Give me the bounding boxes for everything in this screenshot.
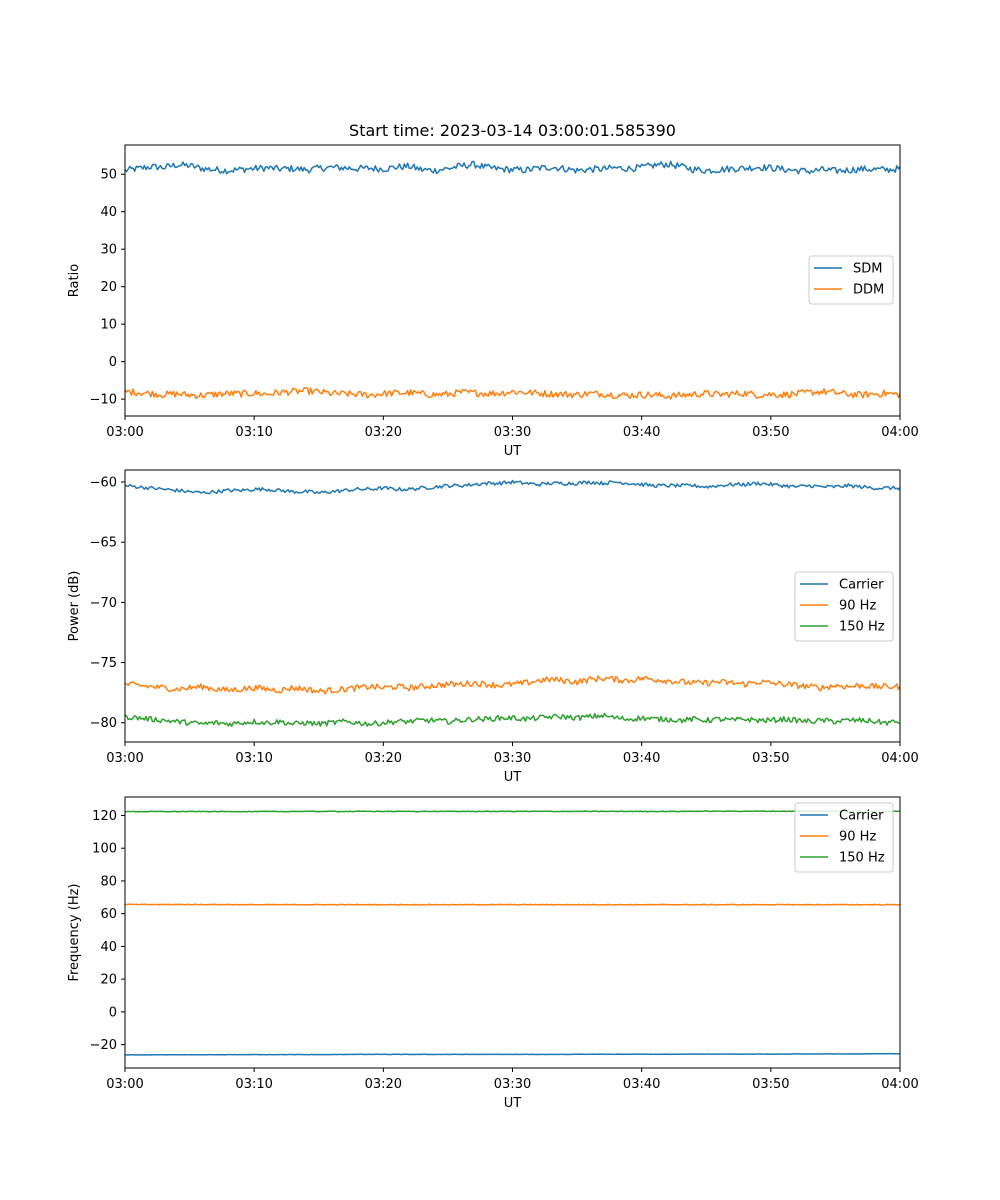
x-tick-label: 03:30 xyxy=(494,1077,531,1092)
series-line-90-hz xyxy=(124,675,901,695)
legend-entry: Carrier xyxy=(839,578,884,593)
series-line-carrier xyxy=(124,1052,900,1056)
y-axis-label: Ratio xyxy=(67,264,82,297)
x-tick-label: 03:40 xyxy=(623,751,660,766)
x-tick-label: 03:20 xyxy=(365,1077,402,1092)
y-tick-label: 0 xyxy=(109,1005,117,1020)
legend-entry: 150 Hz xyxy=(839,620,885,635)
series-line-150-hz xyxy=(124,810,901,813)
legend: Carrier 90 Hz 150 Hz xyxy=(794,571,894,642)
legend-entry: DDM xyxy=(853,283,884,298)
legend: Carrier 90 Hz 150 Hz xyxy=(794,802,894,873)
y-tick-label: −65 xyxy=(90,536,117,551)
y-tick-label: 10 xyxy=(100,318,117,333)
legend-box xyxy=(794,802,894,873)
x-tick-label: 03:20 xyxy=(365,425,402,440)
chart-title: Start time: 2023-03-14 03:00:01.585390 xyxy=(349,121,676,140)
panels: 03:00 03:10 03:20 03:30 03:40 03:50 04:00 50 40 3… xyxy=(67,144,919,1111)
x-tick-label: 04:00 xyxy=(881,425,918,440)
series-line-150-hz xyxy=(124,712,901,727)
y-tick-label: −75 xyxy=(90,656,117,671)
y-tick-label: −60 xyxy=(90,476,117,491)
y-tick-label: 0 xyxy=(109,355,117,370)
x-axis-label: UT xyxy=(504,1096,522,1111)
y-axis-label: Power (dB) xyxy=(67,571,82,642)
x-tick-label: 03:40 xyxy=(623,1077,660,1092)
x-axis-label: UT xyxy=(504,444,522,459)
legend-entry: SDM xyxy=(853,262,882,277)
legend-box xyxy=(794,571,894,642)
x-tick-label: 03:10 xyxy=(235,751,272,766)
x-tick-label: 03:50 xyxy=(752,425,789,440)
y-tick-label: −20 xyxy=(90,1038,117,1053)
legend-entry: Carrier xyxy=(839,809,884,824)
legend-entry: 90 Hz xyxy=(839,599,876,614)
y-tick-label: 30 xyxy=(100,243,117,258)
legend: SDM DDM xyxy=(808,255,894,305)
y-tick-label: −70 xyxy=(90,596,117,611)
x-tick-label: 04:00 xyxy=(881,1077,918,1092)
y-tick-label: 50 xyxy=(100,168,117,183)
y-tick-label: 120 xyxy=(92,809,117,824)
y-tick-label: 20 xyxy=(100,973,117,988)
series-line-ddm xyxy=(124,386,901,400)
y-tick-label: 40 xyxy=(100,205,117,220)
y-tick-label: 100 xyxy=(92,842,117,857)
series-line-carrier xyxy=(124,479,901,495)
x-tick-label: 03:00 xyxy=(106,751,143,766)
x-tick-label: 03:00 xyxy=(106,425,143,440)
series-line-sdm xyxy=(124,160,901,175)
subplot-2: 03:00 03:10 03:20 03:30 03:40 03:50 04:00 −60 −6… xyxy=(67,469,919,785)
y-tick-label: 40 xyxy=(100,940,117,955)
x-tick-label: 03:10 xyxy=(235,425,272,440)
y-tick-label: 60 xyxy=(100,907,117,922)
series-line-90-hz xyxy=(124,903,901,906)
x-tick-label: 03:50 xyxy=(752,751,789,766)
x-tick-label: 03:30 xyxy=(494,751,531,766)
legend-entry: 150 Hz xyxy=(839,851,885,866)
x-tick-label: 03:30 xyxy=(494,425,531,440)
y-tick-label: −10 xyxy=(90,393,117,408)
x-tick-label: 03:10 xyxy=(235,1077,272,1092)
y-tick-label: −80 xyxy=(90,716,117,731)
y-tick-label: 80 xyxy=(100,874,117,889)
y-tick-label: 20 xyxy=(100,280,117,295)
x-tick-label: 03:40 xyxy=(623,425,660,440)
legend-entry: 90 Hz xyxy=(839,830,876,845)
x-tick-label: 04:00 xyxy=(881,751,918,766)
x-tick-label: 03:00 xyxy=(106,1077,143,1092)
x-tick-label: 03:20 xyxy=(365,751,402,766)
x-tick-label: 03:50 xyxy=(752,1077,789,1092)
x-axis-label: UT xyxy=(504,770,522,785)
subplot-3: 03:00 03:10 03:20 03:30 03:40 03:50 04:00 120 10… xyxy=(67,796,919,1111)
subplot-1: 03:00 03:10 03:20 03:30 03:40 03:50 04:00 50 40 3… xyxy=(67,144,919,459)
y-axis-label: Frequency (Hz) xyxy=(67,883,82,981)
